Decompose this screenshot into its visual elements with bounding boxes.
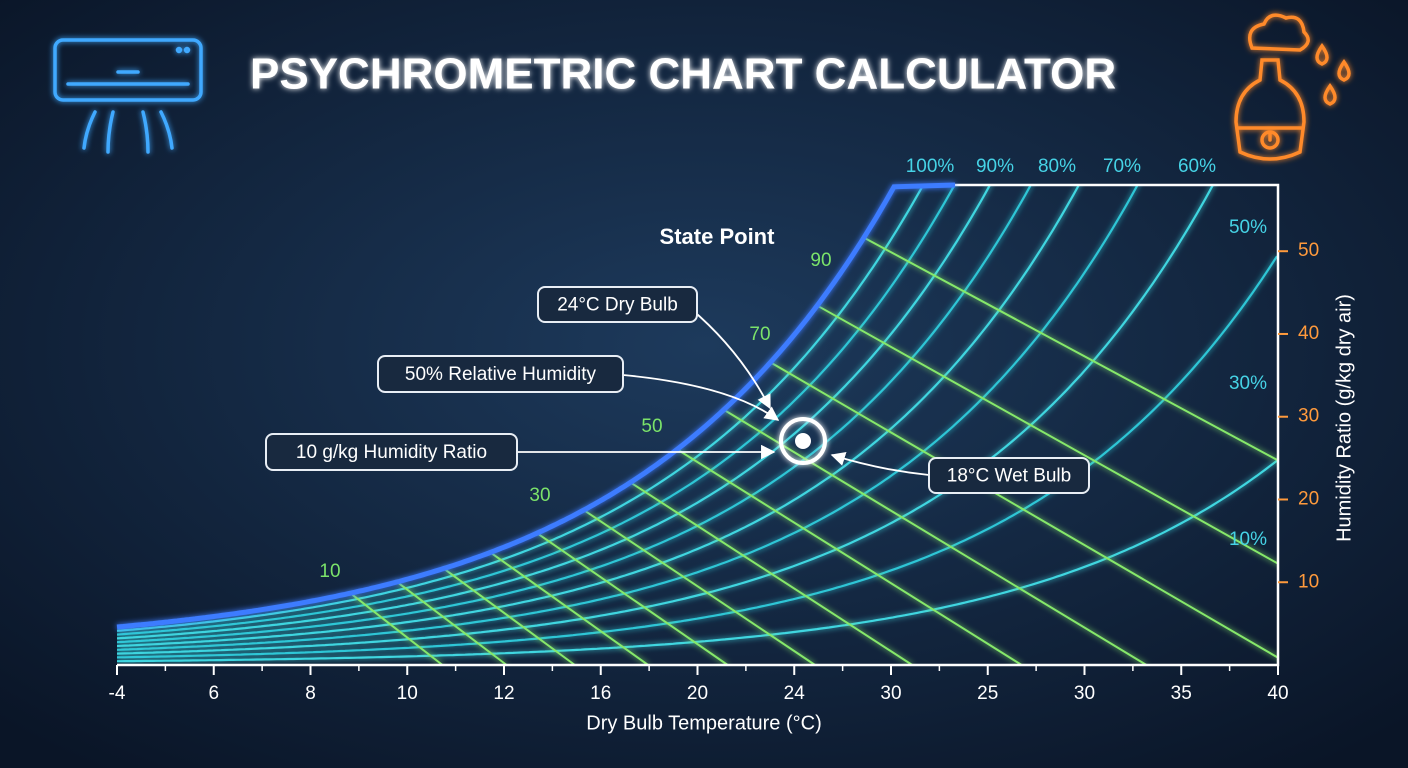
x-tick-label: 25 [977,683,998,704]
annotation-box [537,286,698,323]
rh-curve [117,459,1278,663]
ac-icon [53,38,203,154]
humidifier-icon [1234,13,1351,161]
wet-bulb-line [770,361,1278,659]
annotation-arrow [622,374,780,421]
rh-curve [117,185,925,632]
x-tick-label: 24 [784,683,806,704]
rh-label: 70% [1103,156,1141,177]
x-tick-label: 8 [305,683,316,704]
wet-bulb-line [583,509,816,665]
rh-curve [117,185,992,640]
x-tick-label: 6 [208,683,219,704]
wet-bulb-line [396,581,508,665]
state-point-ring [779,417,827,465]
wet-bulb-line [816,304,1278,565]
x-tick-label: 16 [590,683,611,704]
wet-bulb-line [723,408,1147,665]
rh-label: 30% [1229,373,1267,394]
y-tick-label: 20 [1298,488,1319,509]
annotation-text: 10 g/kg Humidity Ratio [296,442,487,463]
annotation-text: 24°C Dry Bulb [557,295,678,316]
wet-bulb-line [676,448,1023,665]
rh-label: 100% [906,156,955,177]
annotation-box [928,457,1090,494]
wet-bulb-label: 30 [529,485,550,506]
rh-curve [117,185,1215,655]
wet-bulb-line [536,532,729,665]
x-tick-label: 10 [397,683,418,704]
rh-label: 50% [1229,217,1267,238]
x-tick-label: 30 [1074,683,1095,704]
rh-curve [117,185,1033,644]
wet-bulb-line [863,236,1278,462]
x-tick-label: 12 [493,683,514,704]
annotation-arrow [689,307,771,410]
x-tick-label: 20 [687,683,708,704]
wet-bulb-label: 70 [749,324,770,345]
state-point-label: State Point [660,224,776,249]
x-tick-label: 35 [1171,683,1192,704]
x-tick-label: -4 [109,683,126,704]
wet-bulb-label: 50 [641,416,662,437]
rh-label: 10% [1229,529,1267,550]
rh-curve [117,185,956,636]
annotation-box [265,433,518,471]
saturation-curve [116,182,956,630]
y-tick-label: 50 [1298,240,1319,261]
y-axis-label: Humidity Ratio (g/kg dry air) [1333,294,1355,542]
rh-label: 90% [976,156,1014,177]
wet-bulb-label: 10 [319,561,340,582]
annotation-box [377,355,624,393]
annotation-arrow [830,451,930,476]
chart-title: PSYCHROMETRIC CHART CALCULATOR [250,50,1116,99]
x-axis-label: Dry Bulb Temperature (°C) [586,712,821,734]
state-point-dot [795,433,811,449]
wet-bulb-line [629,481,913,665]
y-tick-label: 40 [1298,323,1319,344]
annotation-text: 18°C Wet Bulb [947,466,1071,487]
x-tick-label: 40 [1267,683,1288,704]
wet-bulb-line [349,592,444,665]
wet-bulb-line [489,551,649,665]
y-tick-label: 30 [1298,406,1319,427]
wet-bulb-label: 90 [810,250,831,271]
wet-bulb-line [443,567,576,665]
x-tick-label: 30 [880,683,901,704]
rh-curve [117,185,1139,651]
rh-label: 80% [1038,156,1076,177]
y-tick-label: 10 [1298,571,1319,592]
annotation-text: 50% Relative Humidity [405,364,597,385]
rh-label: 60% [1178,156,1216,177]
